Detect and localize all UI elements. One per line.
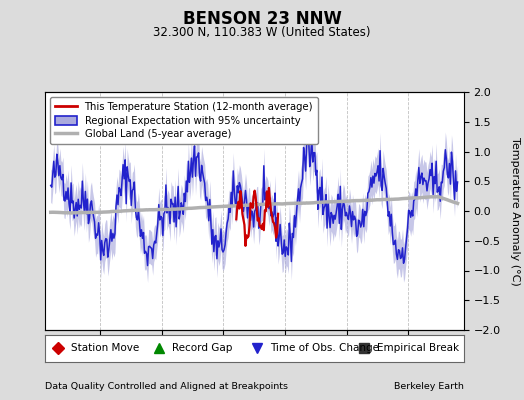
Y-axis label: Temperature Anomaly (°C): Temperature Anomaly (°C)	[510, 137, 520, 285]
Text: Empirical Break: Empirical Break	[377, 343, 459, 354]
Text: Berkeley Earth: Berkeley Earth	[394, 382, 464, 391]
Text: Station Move: Station Move	[71, 343, 139, 354]
Text: BENSON 23 NNW: BENSON 23 NNW	[182, 10, 342, 28]
Text: Record Gap: Record Gap	[171, 343, 232, 354]
Text: 32.300 N, 110.383 W (United States): 32.300 N, 110.383 W (United States)	[153, 26, 371, 39]
Text: Data Quality Controlled and Aligned at Breakpoints: Data Quality Controlled and Aligned at B…	[45, 382, 288, 391]
Text: Time of Obs. Change: Time of Obs. Change	[270, 343, 379, 354]
Legend: This Temperature Station (12-month average), Regional Expectation with 95% uncer: This Temperature Station (12-month avera…	[50, 97, 318, 144]
